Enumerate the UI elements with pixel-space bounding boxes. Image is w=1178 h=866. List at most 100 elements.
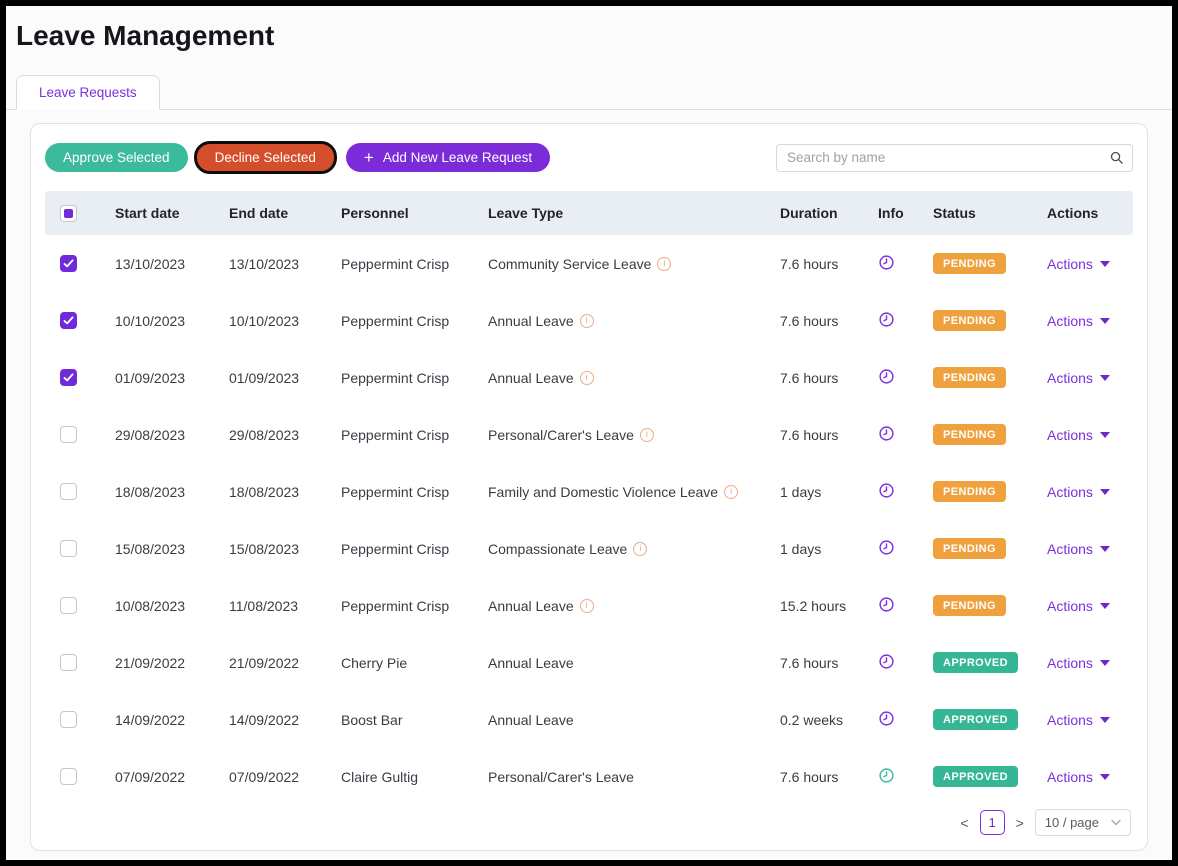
info-icon[interactable]: i	[639, 427, 654, 442]
clock-icon[interactable]	[878, 368, 895, 385]
search-icon[interactable]	[1109, 150, 1124, 165]
actions-dropdown-button[interactable]: Actions	[1047, 541, 1110, 557]
pagination-prev-button[interactable]: <	[960, 814, 969, 831]
info-icon[interactable]: i	[657, 256, 672, 271]
duration-cell: 7.6 hours	[780, 255, 839, 272]
leave-type-label: Annual Leave	[488, 312, 574, 329]
clock-icon[interactable]	[878, 425, 895, 442]
leave-type-label: Annual Leave	[488, 597, 574, 614]
clock-icon[interactable]	[878, 710, 895, 727]
tab-bar: Leave Requests	[6, 70, 1172, 110]
duration-cell: 7.6 hours	[780, 312, 839, 329]
end-date-cell: 01/09/2023	[229, 369, 300, 386]
status-badge: APPROVED	[933, 652, 1018, 673]
table-row: 13/10/2023 13/10/2023 Peppermint Crisp C…	[45, 235, 1133, 292]
actions-label: Actions	[1047, 768, 1093, 785]
actions-cell: Actions	[1047, 484, 1133, 500]
actions-dropdown-button[interactable]: Actions	[1047, 484, 1110, 500]
start-date-cell: 14/09/2022	[115, 711, 186, 728]
actions-dropdown-button[interactable]: Actions	[1047, 769, 1110, 785]
row-checkbox[interactable]	[60, 711, 77, 728]
status-cell: PENDING	[933, 424, 1047, 445]
pagination-next-button[interactable]: >	[1015, 814, 1024, 831]
leave-type-cell: Family and Domestic Violence Leave i	[488, 484, 780, 500]
row-checkbox[interactable]	[60, 540, 77, 557]
table-body: 13/10/2023 13/10/2023 Peppermint Crisp C…	[45, 235, 1133, 805]
actions-cell: Actions	[1047, 712, 1133, 728]
row-checkbox[interactable]	[60, 312, 77, 329]
info-icon[interactable]: i	[579, 370, 594, 385]
personnel-cell: Claire Gultig	[341, 768, 419, 785]
status-cell: PENDING	[933, 367, 1047, 388]
duration-cell: 0.2 weeks	[780, 711, 844, 728]
clock-icon[interactable]	[878, 596, 895, 613]
clock-icon[interactable]	[878, 311, 895, 328]
actions-cell: Actions	[1047, 655, 1133, 671]
approve-selected-button[interactable]: Approve Selected	[45, 143, 188, 172]
duration-cell: 7.6 hours	[780, 768, 839, 785]
personnel-cell: Peppermint Crisp	[341, 426, 450, 443]
actions-dropdown-button[interactable]: Actions	[1047, 313, 1110, 329]
table-row: 29/08/2023 29/08/2023 Peppermint Crisp P…	[45, 406, 1133, 463]
clock-icon[interactable]	[878, 653, 895, 670]
info-icon[interactable]: i	[633, 541, 648, 556]
start-date-cell: 15/08/2023	[115, 540, 186, 557]
clock-icon[interactable]	[878, 482, 895, 499]
status-badge: PENDING	[933, 424, 1006, 445]
status-cell: APPROVED	[933, 709, 1047, 730]
table-row: 18/08/2023 18/08/2023 Peppermint Crisp F…	[45, 463, 1133, 520]
end-date-cell: 18/08/2023	[229, 483, 300, 500]
clock-icon[interactable]	[878, 539, 895, 556]
row-checkbox[interactable]	[60, 597, 77, 614]
decline-selected-button[interactable]: Decline Selected	[193, 141, 337, 174]
end-date-cell: 29/08/2023	[229, 426, 300, 443]
plus-icon: +	[363, 148, 374, 167]
table-row: 07/09/2022 07/09/2022 Claire Gultig Pers…	[45, 748, 1133, 805]
actions-dropdown-button[interactable]: Actions	[1047, 370, 1110, 386]
info-icon[interactable]: i	[579, 598, 594, 613]
actions-label: Actions	[1047, 426, 1093, 443]
clock-icon[interactable]	[878, 254, 895, 271]
actions-dropdown-button[interactable]: Actions	[1047, 427, 1110, 443]
actions-dropdown-button[interactable]: Actions	[1047, 655, 1110, 671]
start-date-cell: 29/08/2023	[115, 426, 186, 443]
row-checkbox[interactable]	[60, 426, 77, 443]
leave-type-label: Compassionate Leave	[488, 540, 628, 557]
page-size-value: 10 / page	[1044, 815, 1099, 830]
actions-cell: Actions	[1047, 427, 1133, 443]
actions-cell: Actions	[1047, 313, 1133, 329]
actions-dropdown-button[interactable]: Actions	[1047, 712, 1110, 728]
leave-requests-table: Start date End date Personnel Leave Type…	[45, 191, 1133, 805]
tab-leave-requests[interactable]: Leave Requests	[16, 75, 160, 110]
clock-icon[interactable]	[878, 767, 895, 784]
actions-dropdown-button[interactable]: Actions	[1047, 256, 1110, 272]
row-checkbox[interactable]	[60, 768, 77, 785]
row-checkbox[interactable]	[60, 369, 77, 386]
caret-down-icon	[1099, 545, 1110, 552]
row-checkbox[interactable]	[60, 483, 77, 500]
select-all-checkbox[interactable]	[60, 204, 77, 222]
row-checkbox[interactable]	[60, 654, 77, 671]
duration-cell: 1 days	[780, 540, 822, 557]
add-new-leave-request-button[interactable]: + Add New Leave Request	[345, 143, 551, 172]
actions-label: Actions	[1047, 597, 1093, 614]
start-date-cell: 10/08/2023	[115, 597, 186, 614]
row-checkbox[interactable]	[60, 255, 77, 272]
add-new-leave-request-label: Add New Leave Request	[382, 150, 533, 165]
actions-label: Actions	[1047, 483, 1093, 500]
info-icon[interactable]: i	[579, 313, 594, 328]
pagination-page-1[interactable]: 1	[979, 810, 1005, 835]
search-input[interactable]	[787, 150, 1109, 165]
actions-dropdown-button[interactable]: Actions	[1047, 598, 1110, 614]
status-cell: APPROVED	[933, 652, 1047, 673]
actions-cell: Actions	[1047, 256, 1133, 272]
status-badge: PENDING	[933, 595, 1006, 616]
status-cell: APPROVED	[933, 766, 1047, 787]
page-size-select[interactable]: 10 / page	[1034, 809, 1131, 836]
info-icon[interactable]: i	[724, 484, 739, 499]
personnel-cell: Peppermint Crisp	[341, 255, 450, 272]
caret-down-icon	[1099, 659, 1110, 666]
leave-type-label: Annual Leave	[488, 654, 574, 671]
leave-type-cell: Compassionate Leave i	[488, 541, 780, 557]
status-cell: PENDING	[933, 481, 1047, 502]
